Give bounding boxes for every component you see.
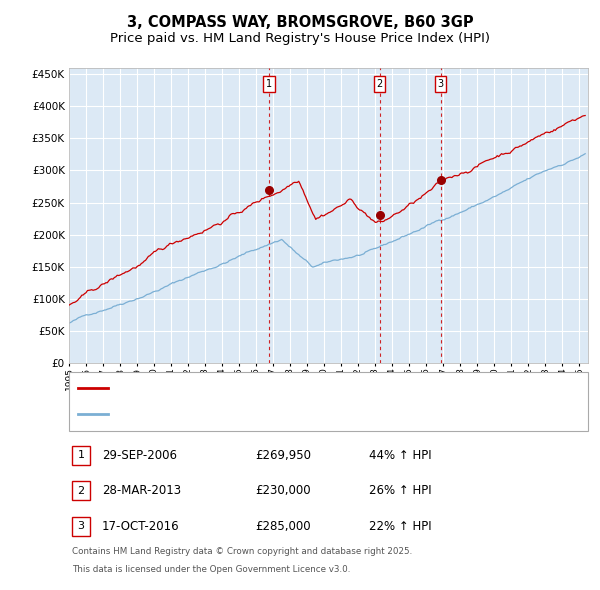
Text: 28-MAR-2013: 28-MAR-2013 [102, 484, 181, 497]
Text: 3, COMPASS WAY, BROMSGROVE, B60 3GP: 3, COMPASS WAY, BROMSGROVE, B60 3GP [127, 15, 473, 30]
Text: 1: 1 [266, 79, 272, 89]
Text: 2: 2 [77, 486, 85, 496]
Text: HPI: Average price, semi-detached house, Bromsgrove: HPI: Average price, semi-detached house,… [114, 409, 398, 419]
Text: £269,950: £269,950 [255, 449, 311, 462]
Text: 3: 3 [437, 79, 443, 89]
Text: 1: 1 [77, 451, 85, 460]
Text: 17-OCT-2016: 17-OCT-2016 [102, 520, 179, 533]
Text: 29-SEP-2006: 29-SEP-2006 [102, 449, 177, 462]
Text: Contains HM Land Registry data © Crown copyright and database right 2025.: Contains HM Land Registry data © Crown c… [72, 547, 412, 556]
Text: 26% ↑ HPI: 26% ↑ HPI [369, 484, 431, 497]
Text: This data is licensed under the Open Government Licence v3.0.: This data is licensed under the Open Gov… [72, 565, 350, 573]
Text: Price paid vs. HM Land Registry's House Price Index (HPI): Price paid vs. HM Land Registry's House … [110, 32, 490, 45]
Text: 2: 2 [376, 79, 383, 89]
Text: £285,000: £285,000 [255, 520, 311, 533]
Text: 3, COMPASS WAY, BROMSGROVE, B60 3GP (semi-detached house): 3, COMPASS WAY, BROMSGROVE, B60 3GP (sem… [114, 384, 460, 393]
Text: 3: 3 [77, 522, 85, 531]
Text: £230,000: £230,000 [255, 484, 311, 497]
Text: 22% ↑ HPI: 22% ↑ HPI [369, 520, 431, 533]
Text: 44% ↑ HPI: 44% ↑ HPI [369, 449, 431, 462]
